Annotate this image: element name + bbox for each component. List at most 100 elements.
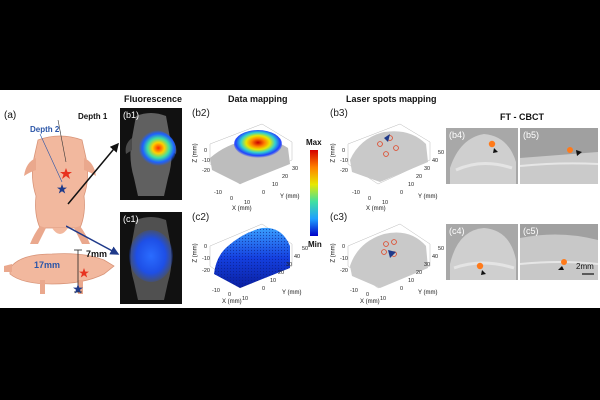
pointer-arrow-icon: [576, 150, 582, 156]
laser-spot: [393, 145, 399, 151]
laser-spot: [383, 241, 389, 247]
label-c5: (c5): [523, 226, 539, 236]
laser-spot: [383, 151, 389, 157]
b2-x-tick-2: 10: [244, 200, 251, 206]
laser-spots-plot-depth1: [347, 123, 431, 185]
b2-z-label: Z (mm): [192, 143, 199, 163]
b2-y-tick-3: 30: [292, 166, 299, 172]
label-a: (a): [4, 110, 17, 121]
fluorescent-target: [476, 262, 484, 270]
c2-y-tick-4: 40: [294, 254, 301, 260]
label-b4: (b4): [449, 130, 466, 140]
piglet-side-view: [4, 249, 115, 294]
c3-y-tick-1: 10: [408, 278, 415, 284]
b3-y-tick-4: 40: [432, 158, 439, 164]
red-star-icon: [60, 168, 72, 179]
b2-x-tick-1: 0: [230, 196, 234, 202]
c3-y-label: Y (mm): [418, 290, 438, 296]
c2-y-tick-2: 20: [278, 270, 285, 276]
red-star-side-icon: [79, 268, 89, 278]
c3-y-tick-2: 20: [416, 270, 423, 276]
target-marker-icon: [384, 134, 390, 142]
arrow-depth2: [66, 225, 120, 255]
b3-y-tick-0: 0: [400, 190, 404, 196]
label-b5: (b5): [523, 130, 540, 140]
depth-7mm-label: 7mm: [86, 249, 108, 259]
fluorescence-image-depth1: (b1): [120, 108, 182, 200]
c3-y-tick-5: 50: [438, 246, 445, 252]
c3-z-tick-1: -10: [340, 256, 348, 262]
data-mapping-plot-depth1: [209, 123, 293, 185]
b2-x-label: X (mm): [232, 206, 252, 212]
c2-z-label: Z (mm): [192, 243, 199, 263]
label-b1: (b1): [123, 110, 140, 120]
c2-x-tick-1: 0: [228, 292, 232, 298]
b3-z-tick-1: -10: [340, 158, 348, 164]
c2-z-tick-0: 0: [204, 244, 208, 250]
b3-z-label: Z (mm): [330, 143, 337, 163]
fluorescent-target: [488, 140, 496, 148]
ftcbct-image-b5: (b5): [520, 128, 598, 184]
b3-y-label: Y (mm): [418, 194, 438, 200]
b3-x-tick-0: -10: [352, 190, 360, 196]
fluorescent-target: [567, 147, 573, 153]
laser-spot: [377, 141, 383, 147]
c3-x-label: X (mm): [360, 299, 380, 305]
c3-y-tick-0: 0: [400, 286, 404, 292]
b2-y-tick-0: 0: [262, 190, 266, 196]
pointer-arrow-icon: [481, 270, 486, 275]
label-b3: (b3): [330, 108, 348, 119]
target-marker-icon: [388, 250, 396, 258]
b2-z-tick-1: -10: [202, 158, 210, 164]
label-c1: (c1): [123, 214, 139, 224]
b3-y-tick-1: 10: [408, 182, 415, 188]
c2-y-tick-0: 0: [262, 286, 266, 292]
fluorescent-target: [561, 259, 567, 265]
c2-x-tick-0: -10: [212, 288, 220, 294]
c2-z-tick-2: -20: [202, 268, 210, 274]
c2-y-tick-1: 10: [270, 278, 277, 284]
title-fluorescence: Fluorescence: [124, 94, 183, 104]
depth-17mm-label: 17mm: [34, 260, 61, 270]
b2-y-tick-1: 10: [272, 182, 279, 188]
c3-y-tick-4: 40: [432, 254, 439, 260]
ftcbct-image-c4: (c4): [446, 224, 518, 280]
piglet-illustration: [4, 119, 115, 294]
colorbar-min: Min: [308, 240, 322, 249]
b2-x-tick-0: -10: [214, 190, 222, 196]
b3-y-tick-5: 50: [438, 150, 445, 156]
title-laser-spots: Laser spots mapping: [346, 94, 437, 104]
laser-spot: [381, 249, 387, 255]
ftcbct-image-b4: (b4): [446, 128, 518, 184]
fluorescence-image-depth2: (c1): [120, 212, 182, 304]
title-data-mapping: Data mapping: [228, 94, 288, 104]
b3-z-tick-2: -20: [340, 168, 348, 174]
c2-y-tick-5: 50: [302, 246, 309, 252]
ftcbct-image-c5: (c5) 2mm: [520, 224, 598, 280]
pointer-arrow-icon: [558, 266, 564, 270]
b2-y-tick-2: 20: [282, 174, 289, 180]
connector-arrows: [66, 142, 120, 255]
b2-y-label: Y (mm): [280, 194, 300, 200]
c3-z-label: Z (mm): [330, 243, 337, 263]
c2-x-label: X (mm): [222, 299, 242, 305]
pointer-arrow-icon: [493, 148, 498, 153]
c2-z-tick-1: -10: [202, 256, 210, 262]
title-ftcbct: FT - CBCT: [500, 112, 544, 122]
c3-z-tick-2: -20: [340, 268, 348, 274]
laser-spots-plot-depth2: [347, 223, 431, 289]
c3-x-tick-0: -10: [350, 288, 358, 294]
data-mapping-plot-depth2: [209, 223, 293, 289]
c2-x-tick-2: 10: [242, 296, 249, 302]
b3-y-tick-3: 30: [424, 166, 431, 172]
blue-star-side-icon: [73, 284, 83, 294]
label-c3: (c3): [330, 212, 348, 223]
c2-y-label: Y (mm): [282, 290, 302, 296]
colorbar: [310, 150, 318, 236]
b3-x-tick-1: 0: [368, 196, 372, 202]
figure-panel: (a) Depth 1 Depth 2 7mm 17mm: [0, 90, 600, 308]
c2-y-tick-3: 30: [286, 262, 293, 268]
b2-z-tick-2: -20: [202, 168, 210, 174]
c3-y-tick-3: 30: [424, 262, 431, 268]
piglet-top-view: [24, 119, 96, 244]
